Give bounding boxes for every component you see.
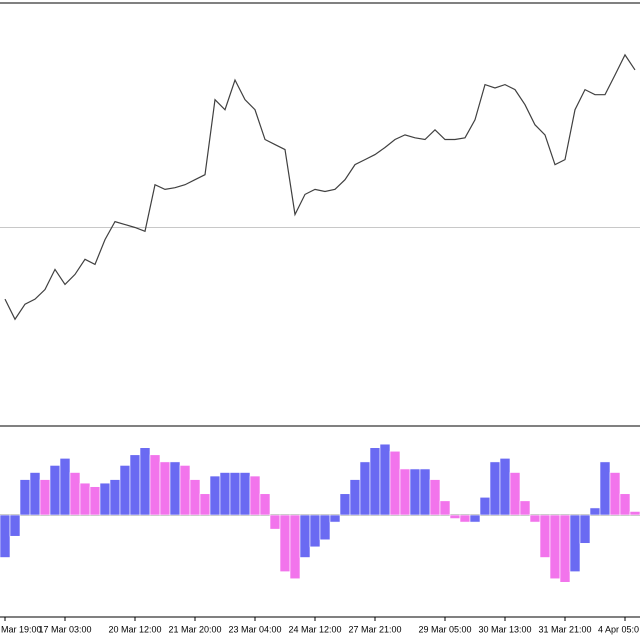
histogram-bar — [419, 468, 431, 516]
histogram-bar — [449, 514, 461, 519]
histogram-bar — [609, 472, 621, 516]
histogram-bar — [169, 461, 181, 516]
histogram-bar — [629, 511, 640, 516]
histogram-bar — [349, 479, 361, 516]
histogram-bar — [279, 514, 291, 572]
histogram-bar — [239, 472, 251, 516]
histogram-bar — [129, 454, 141, 516]
histogram-bar — [199, 493, 211, 516]
histogram-bar — [469, 514, 481, 523]
histogram-bar — [59, 458, 71, 516]
x-tick-label: 24 Mar 12:00 — [288, 624, 341, 634]
histogram-bar — [439, 500, 451, 516]
histogram-bar — [559, 514, 571, 583]
histogram-bar — [299, 514, 311, 558]
histogram-bar — [529, 514, 541, 523]
x-tick-label: 29 Mar 05:00 — [418, 624, 471, 634]
x-tick-label: 31 Mar 21:00 — [538, 624, 591, 634]
histogram-bar — [209, 475, 221, 516]
histogram-bar — [309, 514, 321, 548]
histogram-bar — [509, 472, 521, 516]
histogram-bar — [569, 514, 581, 572]
x-tick-label: 30 Mar 13:00 — [478, 624, 531, 634]
histogram-bar — [619, 493, 631, 516]
histogram-bar — [249, 475, 261, 516]
histogram-bar — [9, 514, 21, 537]
histogram-bar — [319, 514, 331, 541]
histogram-bar — [409, 468, 421, 516]
histogram-bar — [399, 468, 411, 516]
histogram-bar — [39, 479, 51, 516]
histogram-bar — [29, 472, 41, 516]
histogram-bar — [149, 454, 161, 516]
histogram-bar — [359, 461, 371, 516]
histogram-bar — [19, 479, 31, 516]
histogram-bar — [189, 479, 201, 516]
histogram-bar — [259, 493, 271, 516]
histogram-bar — [269, 514, 281, 530]
histogram-bar — [499, 458, 511, 516]
histogram-bar — [579, 514, 591, 544]
histogram-bar — [109, 479, 121, 516]
histogram-bar — [139, 447, 151, 516]
histogram-bar — [589, 507, 601, 516]
histogram-bar — [379, 443, 391, 516]
histogram-bar — [369, 447, 381, 516]
x-tick-label: 4 Apr 05:0 — [598, 624, 639, 634]
x-tick-label: 17 Mar 03:00 — [38, 624, 91, 634]
histogram-bar — [479, 496, 491, 516]
histogram-bar — [69, 472, 81, 516]
histogram-bar — [99, 482, 111, 516]
histogram-bar — [329, 514, 341, 523]
histogram-bar — [89, 486, 101, 516]
price-line — [4, 53, 636, 321]
histogram-bar — [549, 514, 561, 580]
histogram-bar — [289, 514, 301, 580]
histogram-bar — [539, 514, 551, 558]
histogram-bar — [0, 514, 11, 558]
x-tick-label: 27 Mar 21:00 — [348, 624, 401, 634]
histogram-bar — [79, 482, 91, 516]
histogram-bar — [159, 461, 171, 516]
histogram-bar — [219, 472, 231, 516]
histogram-bar — [429, 479, 441, 516]
x-tick-label: Mar 19:00 — [1, 624, 42, 634]
histogram-bar — [389, 450, 401, 516]
histogram-bar — [519, 500, 531, 516]
histogram-bar — [339, 493, 351, 516]
histogram-bar — [179, 465, 191, 516]
histogram-bar — [489, 461, 501, 516]
histogram-bar — [119, 465, 131, 516]
histogram-bar — [599, 461, 611, 516]
histogram-bar — [229, 472, 241, 516]
x-tick-label: 20 Mar 12:00 — [108, 624, 161, 634]
histogram-bar — [49, 465, 61, 516]
histogram-bar — [459, 514, 471, 523]
x-tick-label: 23 Mar 04:00 — [228, 624, 281, 634]
x-tick-label: 21 Mar 20:00 — [168, 624, 221, 634]
